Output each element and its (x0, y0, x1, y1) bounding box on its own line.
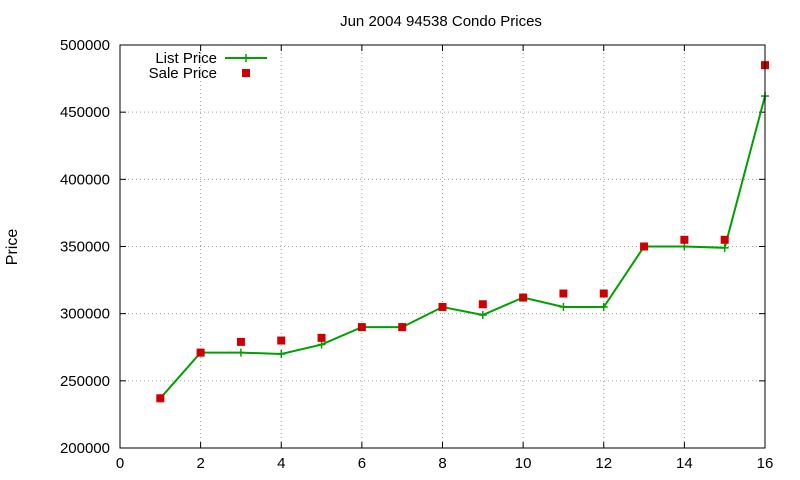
list-price-point (317, 340, 326, 349)
sale-price-point (196, 348, 205, 357)
x-tick-label: 8 (438, 455, 446, 472)
y-tick-label: 200000 (60, 440, 110, 457)
list-price-point (599, 302, 608, 311)
y-tick-labels: 200000 250000 300000 350000 400000 450000 5000… (60, 37, 110, 457)
sale-price-point (357, 323, 366, 332)
legend-label: List Price (155, 50, 217, 67)
list-price-point (720, 243, 729, 252)
x-tick-label: 16 (757, 455, 774, 472)
y-tick-label: 250000 (60, 373, 110, 390)
sale-price-point (720, 235, 729, 244)
y-tick-label: 450000 (60, 104, 110, 121)
y-tick-label: 350000 (60, 239, 110, 256)
list-price-point (478, 311, 487, 320)
sale-price-point (317, 333, 326, 342)
sale-price-point (599, 289, 608, 298)
x-tick-label: 2 (196, 455, 204, 472)
y-axis-label: Price (4, 229, 21, 266)
list-price-point (559, 302, 568, 311)
legend-plus-marker (242, 54, 250, 62)
list-price-line (159, 95, 766, 399)
x-tick-labels: 0 2 4 6 8 10 12 14 16 (116, 455, 774, 472)
legend-label: Sale Price (149, 65, 217, 82)
series-1 (156, 92, 769, 403)
list-price-point (236, 348, 245, 357)
list-price-point (680, 242, 689, 251)
sale-price-point (156, 394, 165, 403)
sale-price-point (236, 337, 245, 346)
x-tick-label: 10 (515, 455, 532, 472)
sale-price-point (398, 323, 407, 332)
list-price-point (277, 349, 286, 358)
x-tick-label: 4 (277, 455, 285, 472)
y-tick-label: 500000 (60, 37, 110, 54)
plot-frame (119, 44, 766, 449)
sale-price-point (438, 302, 447, 311)
y-tick-label: 300000 (60, 306, 110, 323)
sale-price-point (519, 293, 528, 302)
y-tick-label: 400000 (60, 171, 110, 188)
sale-price-point (559, 289, 568, 298)
x-tick-label: 6 (358, 455, 366, 472)
sale-price-point (640, 242, 649, 251)
chart-title: Jun 2004 94538 Condo Prices (340, 13, 542, 30)
x-tick-label: 0 (116, 455, 124, 472)
x-tick-label: 14 (676, 455, 693, 472)
x-tick-label: 12 (595, 455, 612, 472)
sale-price-point (680, 235, 689, 244)
sale-price-point (478, 300, 487, 309)
legend-square-marker (242, 69, 250, 77)
sale-price-point (277, 336, 286, 345)
